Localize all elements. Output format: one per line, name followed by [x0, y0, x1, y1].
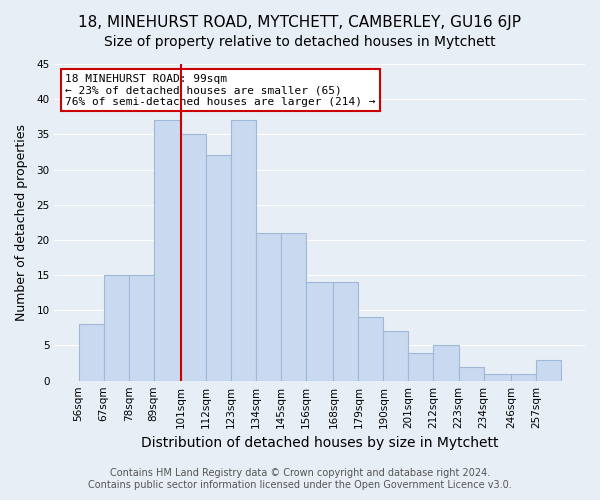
- X-axis label: Distribution of detached houses by size in Mytchett: Distribution of detached houses by size …: [141, 436, 499, 450]
- Bar: [484, 374, 511, 380]
- Bar: [256, 233, 281, 380]
- Bar: [536, 360, 561, 380]
- Bar: [433, 346, 458, 380]
- Text: Size of property relative to detached houses in Mytchett: Size of property relative to detached ho…: [104, 35, 496, 49]
- Bar: [306, 282, 334, 380]
- Bar: [511, 374, 536, 380]
- Bar: [79, 324, 104, 380]
- Text: 18, MINEHURST ROAD, MYTCHETT, CAMBERLEY, GU16 6JP: 18, MINEHURST ROAD, MYTCHETT, CAMBERLEY,…: [79, 15, 521, 30]
- Bar: [409, 352, 433, 380]
- Bar: [281, 233, 306, 380]
- Bar: [458, 366, 484, 380]
- Y-axis label: Number of detached properties: Number of detached properties: [15, 124, 28, 321]
- Bar: [181, 134, 206, 380]
- Bar: [206, 156, 231, 380]
- Bar: [383, 332, 409, 380]
- Bar: [358, 318, 383, 380]
- Bar: [334, 282, 358, 380]
- Bar: [128, 275, 154, 380]
- Bar: [231, 120, 256, 380]
- Bar: [104, 275, 128, 380]
- Text: 18 MINEHURST ROAD: 99sqm
← 23% of detached houses are smaller (65)
76% of semi-d: 18 MINEHURST ROAD: 99sqm ← 23% of detach…: [65, 74, 376, 106]
- Bar: [154, 120, 181, 380]
- Text: Contains HM Land Registry data © Crown copyright and database right 2024.
Contai: Contains HM Land Registry data © Crown c…: [88, 468, 512, 490]
